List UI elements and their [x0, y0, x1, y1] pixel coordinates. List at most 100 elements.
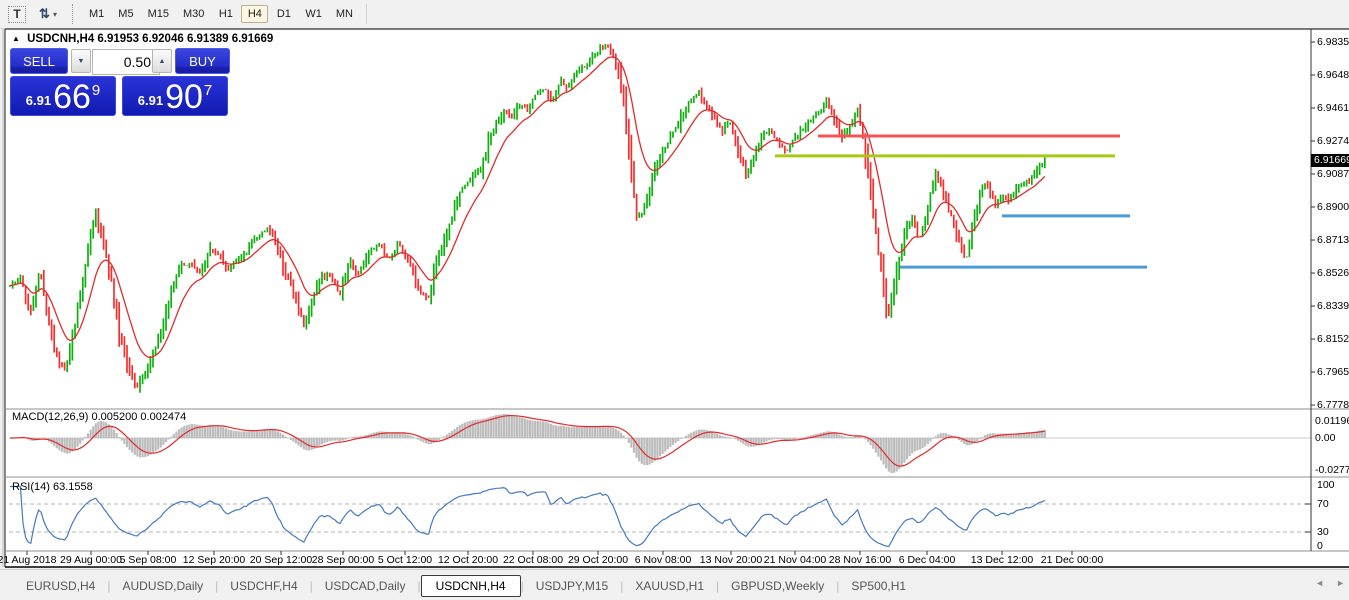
tab-separator: |: [215, 578, 219, 593]
price-axis-label: 6.98355: [1317, 35, 1349, 48]
date-axis-label: 28 Sep 00:00: [311, 554, 375, 566]
date-axis-label: 21 Nov 04:00: [763, 554, 827, 566]
price-axis-label: 6.81525: [1317, 333, 1349, 346]
timeframe-button-H1[interactable]: H1: [212, 5, 239, 23]
tab-XAUUSD-H1[interactable]: XAUUSD,H1: [635, 578, 705, 593]
price-axis-label: 6.83395: [1317, 300, 1349, 313]
price-axis-label: 6.85265: [1317, 267, 1349, 280]
date-axis-label: 12 Oct 20:00: [437, 554, 499, 566]
symbol-tab-strip: EURUSD,H4 | AUDUSD,Daily | USDCHF,H4 | USDCAD,…: [0, 569, 1349, 600]
sell-button[interactable]: SELL: [10, 48, 68, 74]
buy-price-sup: 7: [203, 82, 213, 99]
price-axis-label: 6.94615: [1317, 102, 1349, 114]
arrows-tool-button[interactable]: ⇅ ▾: [31, 3, 65, 25]
spinner-up-icon: ▲: [158, 57, 166, 65]
timeframe-button-W1[interactable]: W1: [299, 5, 328, 23]
tab-separator: |: [520, 578, 524, 593]
sell-price-main: 66: [53, 78, 91, 116]
tab-SP500-H1[interactable]: SP500,H1: [851, 578, 907, 593]
price-axis-label: 6.90875: [1317, 168, 1349, 180]
tab-separator: |: [716, 578, 720, 593]
tab-USDCNH-H4[interactable]: USDCNH,H4: [420, 574, 521, 597]
price-axis-label: 6.89005: [1317, 201, 1349, 214]
date-axis-label: 6 Dec 04:00: [898, 554, 956, 566]
price-axis-label: 6.77785: [1317, 399, 1349, 412]
rsi-axis-label: 0: [1317, 540, 1323, 552]
rsi-label: RSI(14) 63.1558: [12, 481, 93, 493]
price-axis-label: 6.87135: [1317, 234, 1349, 247]
rsi-axis-label: 30: [1317, 526, 1329, 538]
date-axis-label: 12 Sep 20:00: [182, 554, 246, 566]
chart-title-text: USDCNH,H4 6.91953 6.92046 6.91389 6.9166…: [27, 33, 274, 45]
macd-label: MACD(12,26,9) 0.005200 0.002474: [12, 411, 187, 423]
tab-separator: |: [620, 578, 624, 593]
price-axis-label: 6.92745: [1317, 135, 1349, 147]
date-axis-label: 21 Aug 2018: [0, 554, 57, 566]
date-axis-label: 29 Oct 20:00: [567, 554, 629, 566]
timeframe-button-MN[interactable]: MN: [330, 5, 359, 23]
volume-increase-button[interactable]: ▲: [152, 49, 172, 73]
sell-price-sup: 9: [91, 82, 101, 99]
spinner-down-icon: ▼: [77, 57, 85, 65]
text-tool-button[interactable]: T: [5, 3, 29, 25]
timeframe-button-M1[interactable]: M1: [83, 5, 110, 23]
tab-GBPUSD-Weekly[interactable]: GBPUSD,Weekly: [731, 578, 825, 593]
date-axis-label: 22 Oct 08:00: [502, 554, 564, 566]
rsi-line: [10, 485, 1046, 548]
timeframe-button-M15[interactable]: M15: [142, 5, 175, 23]
macd-axis-label: 0.00: [1315, 431, 1336, 444]
macd-axis-label: 0.011968: [1315, 415, 1349, 427]
date-axis-label: 13 Nov 20:00: [699, 554, 763, 566]
buy-price-main: 90: [165, 78, 203, 116]
date-axis-label: 20 Sep 12:00: [249, 554, 313, 566]
timeframe-button-H4[interactable]: H4: [241, 5, 269, 23]
date-axis-label: 13 Dec 12:00: [970, 554, 1034, 566]
text-tool-icon: T: [8, 5, 26, 23]
date-axis-label: 5 Sep 08:00: [119, 554, 177, 566]
sell-price-box[interactable]: 6.91 66 9: [10, 76, 116, 116]
buy-price-box[interactable]: 6.91 90 7: [122, 76, 228, 116]
date-axis-label: 6 Nov 08:00: [634, 554, 692, 566]
date-axis-label: 21 Dec 00:00: [1040, 554, 1104, 566]
buy-button[interactable]: BUY: [175, 48, 230, 74]
tabs-scroll-right-button[interactable]: ►: [1336, 578, 1345, 588]
symbol-tabs: EURUSD,H4 | AUDUSD,Daily | USDCHF,H4 | USDCAD,…: [14, 574, 918, 597]
ma-line: [9, 56, 1046, 359]
volume-input[interactable]: [92, 49, 160, 75]
arrows-tool-icon: ⇅: [39, 6, 50, 21]
current-price-tag: 6.91669: [1311, 154, 1349, 167]
date-axis-label: 28 Nov 16:00: [828, 554, 892, 566]
sell-price-prefix: 6.91: [25, 93, 52, 108]
tabs-scroll-left-button[interactable]: ◄: [1315, 578, 1325, 588]
date-axis-label: 29 Aug 00:00: [60, 554, 122, 566]
tab-separator: |: [309, 578, 313, 593]
candles: [9, 43, 1046, 393]
tab-USDCAD-Daily[interactable]: USDCAD,Daily: [324, 578, 406, 593]
tab-separator: |: [107, 578, 111, 593]
tab-EURUSD-H4[interactable]: EURUSD,H4: [26, 578, 96, 593]
rsi-axis-label: 100: [1317, 479, 1335, 491]
chevron-down-icon: ▾: [52, 9, 57, 19]
collapse-triangle-icon[interactable]: ▲: [12, 34, 20, 43]
tab-AUDUSD-Daily[interactable]: AUDUSD,Daily: [122, 578, 204, 593]
rsi-axis-label: 70: [1317, 498, 1329, 510]
tab-USDCHF-H4[interactable]: USDCHF,H4: [230, 578, 298, 593]
price-axis-label: 6.96485: [1317, 68, 1349, 81]
sell-button-label: SELL: [23, 53, 55, 69]
volume-decrease-button[interactable]: ▼: [71, 49, 91, 73]
toolbar-separator: [72, 4, 74, 24]
date-axis-label: 5 Oct 12:00: [377, 554, 433, 566]
macd-axis-label: -0.027758: [1315, 464, 1349, 476]
toolbar: T ⇅ ▾ M1 M5 M15 M30 H1 H4 D1 W1 MN: [0, 0, 1349, 29]
timeframe-button-D1[interactable]: D1: [270, 5, 297, 23]
timeframe-button-M30[interactable]: M30: [177, 5, 210, 23]
buy-button-label: BUY: [189, 53, 216, 69]
buy-price-prefix: 6.91: [137, 93, 164, 108]
tab-separator: |: [417, 578, 421, 593]
macd-signal-line: [10, 415, 1045, 467]
timeframe-toolbar: M1 M5 M15 M30 H1 H4 D1 W1 MN: [82, 5, 360, 23]
tab-USDJPY-M15[interactable]: USDJPY,M15: [535, 578, 609, 593]
timeframe-button-M5[interactable]: M5: [112, 5, 139, 23]
